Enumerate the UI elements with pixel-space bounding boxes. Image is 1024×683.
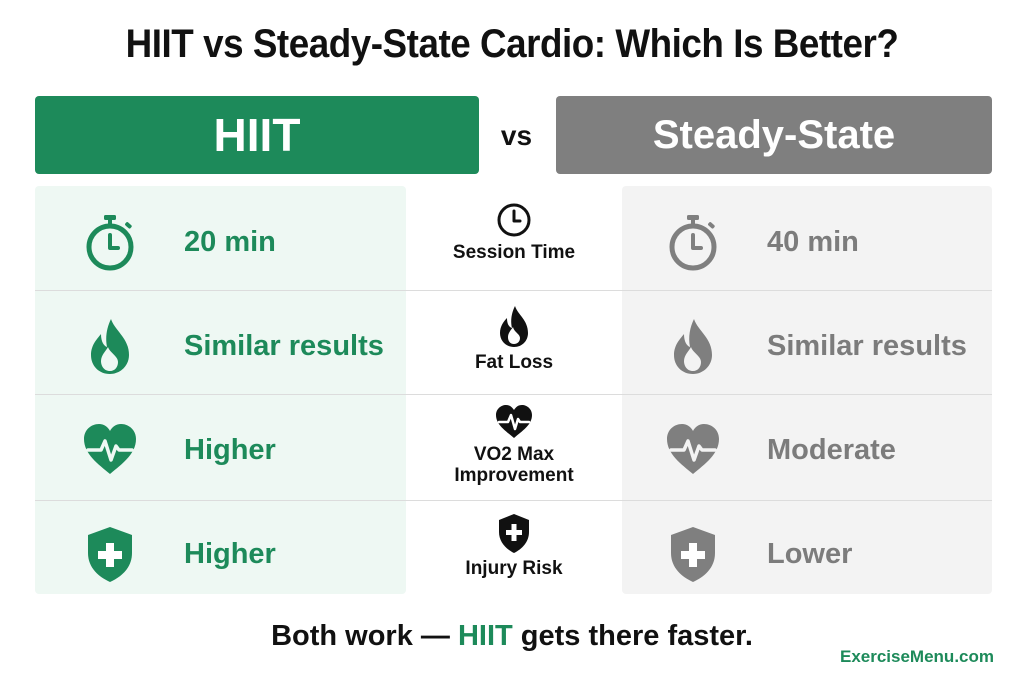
steady-state-panel	[622, 186, 992, 594]
hiit-injury-risk: Higher	[80, 524, 276, 584]
hiit-fat-loss-value: Similar results	[184, 329, 384, 362]
row-divider	[35, 394, 992, 395]
conclusion-text: Both work — HIIT gets there faster.	[0, 620, 1024, 653]
conclusion-highlight: HIIT	[457, 620, 513, 652]
metric-fat-loss: Fat Loss	[430, 304, 598, 373]
row-divider	[35, 290, 992, 291]
steady-injury-risk-value: Lower	[767, 537, 853, 570]
metric-label-line: VO2 Max	[473, 444, 555, 465]
steady-fat-loss: Similar results	[663, 316, 967, 376]
steady-vo2max: Moderate	[663, 420, 896, 480]
shield-plus-icon	[88, 527, 132, 582]
shield-plus-icon	[671, 527, 715, 582]
hiit-injury-risk-value: Higher	[184, 537, 276, 570]
clock-icon	[497, 203, 531, 237]
vs-badge: vs	[479, 98, 554, 173]
page-title: HIIT vs Steady-State Cardio: Which Is Be…	[125, 22, 899, 66]
metric-label: Session Time	[452, 242, 576, 263]
shield-plus-icon	[499, 514, 529, 553]
stopwatch-icon	[86, 215, 134, 271]
steady-state-header: Steady-State	[556, 96, 992, 174]
steady-fat-loss-value: Similar results	[767, 329, 967, 362]
conclusion-prefix: Both work —	[271, 620, 458, 652]
row-divider	[35, 500, 992, 501]
brand-watermark: ExerciseMenu.com	[839, 647, 994, 666]
metric-injury-risk: Injury Risk	[430, 512, 598, 579]
hiit-fat-loss: Similar results	[80, 316, 384, 376]
heartbeat-icon	[667, 424, 719, 474]
flame-icon	[500, 306, 528, 347]
hiit-panel	[35, 186, 406, 594]
conclusion-suffix: gets there faster.	[512, 620, 753, 652]
metric-label: Fat Loss	[474, 352, 554, 373]
heartbeat-icon	[84, 424, 136, 474]
hiit-vo2max-value: Higher	[184, 433, 276, 466]
hiit-session-time: 20 min	[80, 212, 276, 272]
steady-session-time: 40 min	[663, 212, 859, 272]
stopwatch-icon	[669, 215, 717, 271]
steady-injury-risk: Lower	[663, 524, 852, 584]
metric-session-time: Session Time	[430, 202, 598, 263]
hiit-vo2max: Higher	[80, 420, 276, 480]
metric-label: Injury Risk	[465, 558, 563, 579]
steady-vo2max-value: Moderate	[767, 433, 896, 466]
metric-label-line: Improvement	[454, 465, 574, 486]
flame-icon	[674, 319, 712, 374]
heartbeat-icon	[496, 405, 532, 438]
metric-vo2max: VO2 Max Improvement	[430, 404, 598, 486]
steady-session-time-value: 40 min	[767, 225, 859, 258]
flame-icon	[91, 319, 129, 374]
hiit-session-time-value: 20 min	[184, 225, 276, 258]
hiit-header: HIIT	[35, 96, 479, 174]
